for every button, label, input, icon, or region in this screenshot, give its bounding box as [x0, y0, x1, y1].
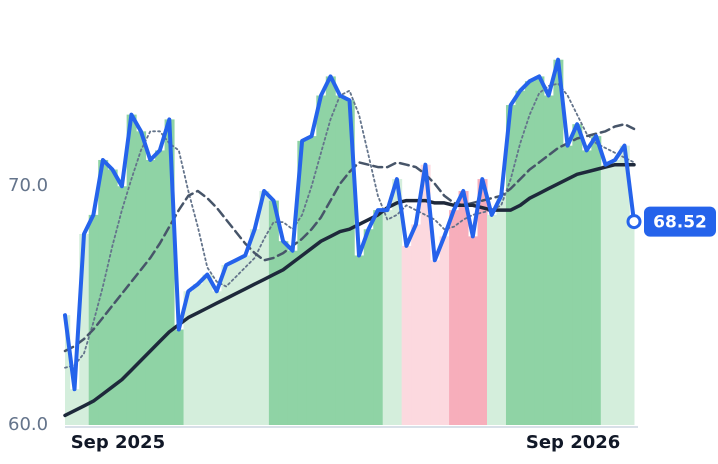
- band: [183, 291, 194, 425]
- ticks: 60.0 70.0 Sep 2025 Sep 2026 68.52: [8, 175, 716, 453]
- band: [591, 136, 602, 425]
- band: [411, 224, 422, 425]
- band: [449, 210, 460, 425]
- x-tick-label: Sep 2026: [526, 432, 620, 453]
- band: [287, 250, 298, 425]
- last-value-label: 68.52: [653, 213, 707, 233]
- x-tick-label: Sep 2025: [71, 432, 165, 453]
- lines: [63, 57, 636, 418]
- band: [126, 114, 137, 425]
- band: [211, 291, 222, 425]
- band: [420, 164, 431, 425]
- band: [145, 159, 156, 425]
- band: [373, 210, 384, 425]
- band: [534, 76, 545, 426]
- band: [496, 195, 507, 425]
- band: [79, 233, 90, 425]
- band: [600, 164, 611, 425]
- band: [505, 105, 516, 425]
- band: [230, 260, 241, 425]
- band: [306, 136, 317, 425]
- band: [107, 169, 118, 425]
- band: [221, 265, 232, 425]
- band: [344, 100, 355, 426]
- band: [174, 329, 185, 425]
- band: [392, 179, 403, 425]
- band: [468, 236, 479, 425]
- band: [268, 200, 279, 425]
- band: [458, 191, 469, 425]
- band: [69, 389, 80, 425]
- band: [193, 284, 204, 425]
- band: [354, 255, 365, 425]
- band: [477, 179, 488, 425]
- band: [278, 241, 289, 425]
- band: [297, 140, 308, 425]
- band: [439, 236, 450, 425]
- band: [487, 214, 497, 425]
- series-line: [64, 82, 635, 369]
- series-line: [63, 57, 636, 392]
- band: [117, 186, 128, 425]
- band: [543, 95, 554, 425]
- band: [610, 159, 621, 425]
- value-badge: [644, 206, 716, 237]
- band: [65, 315, 71, 425]
- band: [382, 210, 393, 425]
- band: [553, 59, 564, 425]
- band: [325, 76, 336, 426]
- band: [430, 260, 441, 425]
- band: [581, 150, 592, 426]
- band: [629, 221, 635, 425]
- band: [619, 145, 630, 426]
- band: [316, 95, 327, 425]
- band: [572, 124, 583, 426]
- series-line: [63, 162, 636, 418]
- band: [524, 81, 535, 425]
- band: [515, 90, 526, 425]
- band: [202, 274, 213, 425]
- y-tick-label: 60.0: [8, 414, 48, 435]
- band: [98, 159, 109, 425]
- band: [401, 245, 412, 425]
- bands: [65, 59, 635, 426]
- band: [155, 150, 166, 426]
- band: [335, 95, 346, 425]
- band: [562, 145, 573, 426]
- band: [259, 191, 270, 425]
- band: [164, 119, 175, 425]
- y-tick-label: 70.0: [8, 175, 48, 196]
- band: [240, 255, 251, 425]
- series-line: [63, 122, 636, 353]
- last-point: [626, 214, 642, 230]
- band: [249, 229, 260, 425]
- band: [136, 131, 147, 425]
- band: [363, 229, 374, 425]
